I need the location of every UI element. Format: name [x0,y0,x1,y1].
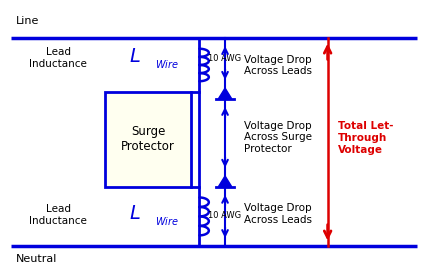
Text: $\mathit{L}$: $\mathit{L}$ [129,204,141,223]
Text: $\mathit{L}$: $\mathit{L}$ [129,47,141,66]
Text: Line: Line [16,16,39,26]
Text: Lead
Inductance: Lead Inductance [29,47,87,69]
Text: Surge
Protector: Surge Protector [121,125,175,153]
Text: 10 AWG: 10 AWG [208,211,241,220]
Text: Lead
Inductance: Lead Inductance [29,204,87,226]
Polygon shape [219,176,232,187]
Text: Voltage Drop
Across Leads: Voltage Drop Across Leads [244,203,312,224]
Text: Voltage Drop
Across Surge
Protector: Voltage Drop Across Surge Protector [244,121,312,154]
Text: 10 AWG: 10 AWG [208,54,241,63]
Bar [105,92,191,187]
Text: Neutral: Neutral [16,254,57,264]
Text: Voltage Drop
Across Leads: Voltage Drop Across Leads [244,55,312,76]
Text: Total Let-
Through
Voltage: Total Let- Through Voltage [338,121,394,155]
Text: $\mathit{Wire}$: $\mathit{Wire}$ [155,215,178,227]
Text: $\mathit{Wire}$: $\mathit{Wire}$ [155,58,178,70]
Polygon shape [219,88,232,99]
